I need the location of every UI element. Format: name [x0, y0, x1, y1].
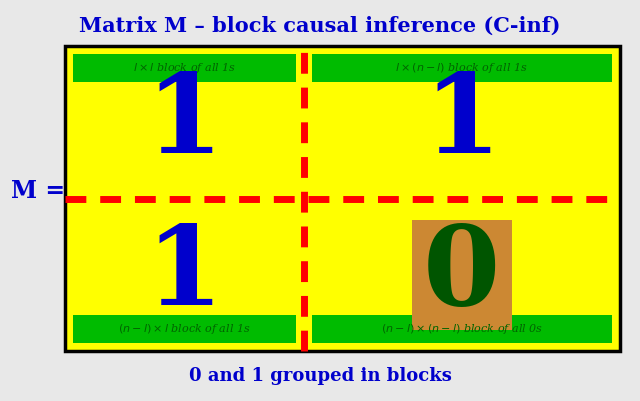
Text: $(n-l) \times l$ block of all 1s: $(n-l) \times l$ block of all 1s: [118, 322, 251, 336]
Bar: [73, 54, 296, 82]
Text: $(n-l) \times (n-l)$ block of all 0s: $(n-l) \times (n-l)$ block of all 0s: [381, 322, 543, 336]
Text: Matrix M – block causal inference (C-inf): Matrix M – block causal inference (C-inf…: [79, 16, 561, 36]
Bar: [73, 315, 296, 343]
Text: 1: 1: [146, 221, 223, 328]
Bar: [312, 315, 612, 343]
Bar: [412, 220, 512, 330]
Text: 1: 1: [423, 69, 500, 176]
Bar: [65, 46, 620, 351]
Text: $l \times (n-l)$ block of all 1s: $l \times (n-l)$ block of all 1s: [396, 61, 528, 75]
Text: 0: 0: [423, 221, 500, 328]
Text: 0 and 1 grouped in blocks: 0 and 1 grouped in blocks: [189, 367, 451, 385]
Text: $l \times l$ block of all 1s: $l \times l$ block of all 1s: [132, 61, 236, 75]
Text: 1: 1: [146, 69, 223, 176]
Bar: [312, 54, 612, 82]
Text: M =: M =: [11, 179, 65, 203]
